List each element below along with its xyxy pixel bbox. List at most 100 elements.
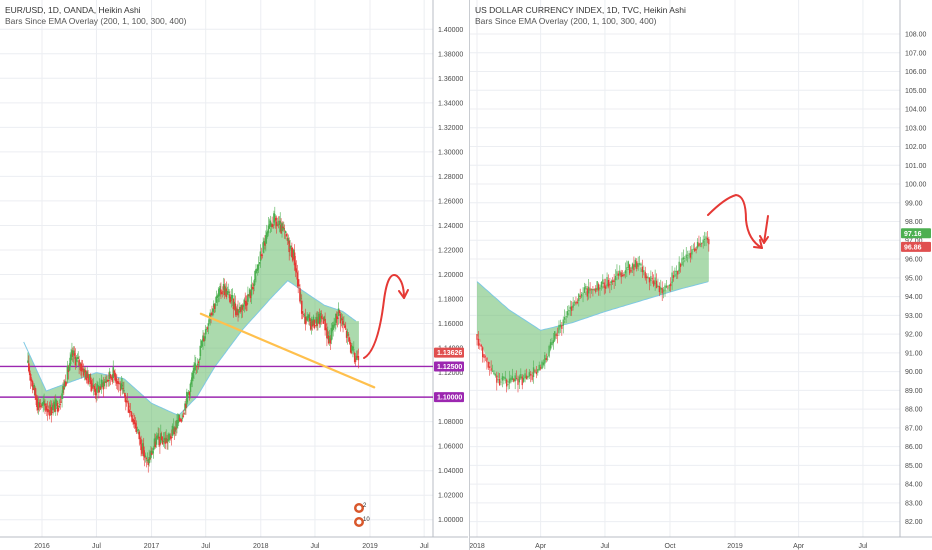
dxy-chart-canvas[interactable]: 82.00 83.00 84.00 85.00 86.00 87.00 88.00 89.00…: [470, 0, 932, 550]
candle-body: [300, 298, 302, 300]
candle-body: [348, 337, 351, 342]
candle-body: [328, 337, 331, 342]
x-tick-label: Jul: [310, 543, 319, 550]
candle-body: [281, 223, 283, 232]
candle-body: [144, 455, 147, 457]
candle-body: [90, 383, 93, 391]
candle-body: [141, 446, 143, 454]
candle-body: [627, 261, 629, 269]
candle-body: [504, 377, 506, 379]
candle-body: [544, 355, 546, 364]
candle-body: [335, 316, 338, 320]
candle-body: [294, 262, 297, 271]
candle-body: [524, 373, 526, 379]
candle-body: [28, 370, 31, 376]
dxy-chart-title: US DOLLAR CURRENCY INDEX, 1D, TVC, Heiki…: [475, 5, 686, 15]
candle-body: [573, 301, 576, 303]
dxy-indicator-label: Bars Since EMA Overlay (200, 1, 100, 300…: [475, 16, 657, 26]
candle-body: [274, 214, 276, 217]
candle-body: [351, 346, 353, 351]
candle-body: [578, 293, 580, 301]
candle-body: [167, 439, 169, 442]
level-price-badge: [434, 392, 464, 403]
y-tick-label: 1.20000: [438, 272, 463, 279]
candle-body: [545, 358, 547, 361]
candle-body: [236, 308, 238, 312]
candle-body: [37, 403, 39, 411]
candle-body: [566, 311, 569, 316]
candle-body: [216, 295, 219, 299]
candle-body: [648, 277, 651, 283]
eurusd-chart-panel[interactable]: 1.00000 1.02000 1.04000 1.06000 1.08000 1.100…: [0, 0, 468, 550]
candle-body: [92, 384, 95, 387]
candle-body: [45, 406, 47, 411]
y-tick-label: 1.32000: [438, 125, 463, 132]
candle-body: [327, 335, 329, 336]
eurusd-chart-canvas[interactable]: 1.00000 1.02000 1.04000 1.06000 1.08000 1.100…: [0, 0, 468, 550]
candle-body: [692, 248, 694, 250]
candle-body: [171, 425, 174, 436]
candle-body: [694, 248, 696, 252]
candle-body: [74, 356, 77, 366]
candle-body: [197, 361, 200, 364]
candle-body: [580, 294, 583, 297]
y-tick-label: 87.00: [905, 425, 923, 432]
candle-body: [66, 365, 69, 380]
candle-body: [301, 311, 304, 313]
y-tick-label: 108.00: [905, 32, 927, 39]
candle-body: [28, 363, 30, 372]
candle-body: [51, 411, 53, 413]
candle-body: [153, 438, 156, 448]
candle-body: [521, 376, 523, 386]
candle-body: [542, 362, 545, 365]
candle-body: [29, 374, 32, 381]
candle-body: [679, 263, 682, 267]
candle-body: [211, 312, 213, 316]
candle-body: [491, 370, 494, 372]
candle-body: [699, 244, 702, 246]
candle-body: [67, 369, 70, 373]
candle-body: [303, 314, 306, 317]
candle-body: [614, 275, 617, 280]
candle-body: [169, 436, 172, 439]
candle-body: [106, 380, 108, 382]
candle-body: [186, 391, 188, 405]
candle-body: [107, 380, 110, 381]
candle-body: [327, 335, 330, 344]
drawn-arrow: [763, 215, 769, 244]
candle-body: [507, 384, 509, 386]
candle-body: [576, 301, 579, 303]
dxy-chart-panel[interactable]: 82.00 83.00 84.00 85.00 86.00 87.00 88.00 89.00…: [469, 0, 932, 550]
ema-line: [476, 281, 709, 331]
candle-body: [198, 359, 201, 360]
y-tick-label: 1.40000: [438, 27, 463, 34]
candle-body: [79, 362, 81, 365]
candle-body: [664, 285, 666, 291]
y-tick-label: 91.00: [905, 350, 923, 357]
x-tick-label: Jul: [92, 543, 101, 550]
candle-body: [612, 280, 614, 282]
candle-body: [264, 242, 266, 246]
candle-body: [484, 356, 487, 358]
candle-body: [320, 315, 323, 319]
candle-body: [558, 324, 560, 334]
x-tick-label: Jul: [420, 543, 429, 550]
candle-body: [334, 323, 336, 326]
candle-body: [280, 224, 282, 234]
candle-body: [155, 437, 158, 445]
candle-body: [32, 385, 35, 390]
last-price-badge-text: 1.13626: [437, 350, 462, 357]
candle-body: [196, 363, 199, 366]
candle-body: [59, 404, 62, 405]
candle-body: [306, 316, 308, 321]
candle-body: [277, 224, 280, 226]
candle-body: [33, 384, 36, 389]
candle-body: [119, 384, 122, 391]
candle-body: [207, 323, 210, 326]
candle-body: [561, 325, 563, 329]
y-tick-label: 92.00: [905, 332, 923, 339]
candle-body: [86, 371, 88, 378]
candle-body: [36, 398, 38, 408]
candle-body: [346, 332, 349, 337]
candle-body: [283, 228, 285, 230]
